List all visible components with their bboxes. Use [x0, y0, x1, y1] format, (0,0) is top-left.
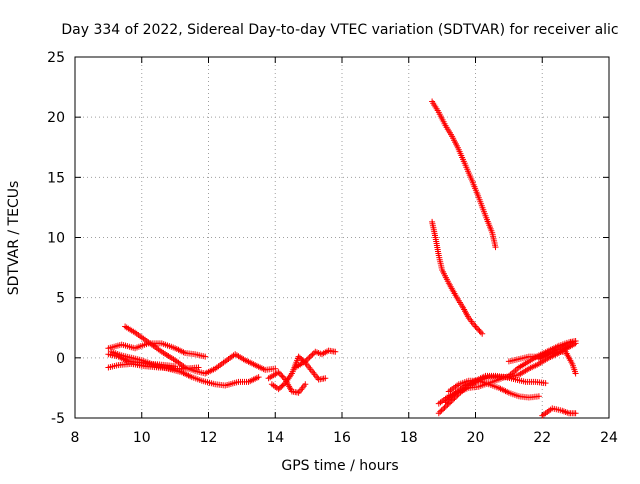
series-arc-16 — [535, 348, 579, 377]
data-point — [448, 393, 455, 400]
y-axis-label: SDTVAR / TECUs — [6, 181, 22, 296]
x-tick-label: 14 — [266, 430, 284, 446]
data-point — [442, 399, 449, 406]
series-arc-13 — [442, 372, 549, 406]
data-point — [449, 392, 456, 399]
data-point — [272, 365, 279, 372]
series-arc-14 — [445, 377, 542, 401]
data-point — [569, 339, 576, 346]
data-point — [275, 369, 282, 376]
data-point — [441, 404, 448, 411]
data-point — [572, 338, 579, 344]
data-point — [492, 244, 499, 251]
series-arc-2 — [122, 323, 279, 377]
series-arc-3 — [105, 340, 209, 360]
data-point — [479, 330, 486, 337]
data-point — [279, 373, 286, 380]
y-tick-label: 25 — [47, 50, 65, 66]
y-tick-label: 15 — [47, 170, 65, 186]
series-arc-10 — [429, 218, 486, 337]
data-point — [172, 363, 179, 370]
data-point — [202, 353, 209, 360]
x-axis-label: GPS time / hours — [281, 458, 398, 474]
y-tick-label: 0 — [56, 351, 65, 367]
data-point — [278, 372, 285, 379]
data-point — [542, 380, 549, 387]
axis-ticks: 8 10 12 14 16 18 20 22 24 -5 0 5 10 15 20 25 — [47, 50, 618, 446]
series-arc-5 — [108, 348, 179, 370]
x-tick-label: 8 — [71, 430, 80, 446]
series-arc-8 — [292, 347, 339, 371]
y-tick-label: 10 — [47, 231, 65, 247]
series-arc-7 — [268, 353, 329, 393]
grid — [75, 57, 609, 418]
data-point — [306, 354, 313, 361]
series-arc-4 — [105, 360, 202, 372]
data-point — [308, 352, 314, 359]
data-point — [440, 406, 447, 413]
data-marks — [105, 98, 579, 419]
data-point — [332, 348, 339, 355]
data-point — [572, 370, 579, 377]
x-tick-label: 20 — [467, 430, 485, 446]
data-point — [303, 357, 310, 364]
data-point — [473, 325, 480, 331]
data-point — [437, 408, 444, 415]
data-point — [302, 358, 309, 365]
chart-title: Day 334 of 2022, Sidereal Day-to-day VTE… — [61, 22, 618, 38]
data-point — [572, 410, 579, 417]
data-point — [443, 398, 450, 404]
x-tick-label: 22 — [533, 430, 551, 446]
x-tick-label: 18 — [400, 430, 418, 446]
y-tick-label: 20 — [47, 110, 65, 126]
y-tick-label: -5 — [51, 411, 65, 427]
data-point — [446, 395, 453, 402]
x-tick-label: 10 — [133, 430, 151, 446]
data-point — [322, 375, 329, 382]
x-tick-label: 24 — [600, 430, 618, 446]
data-point — [476, 327, 483, 334]
series-arc-17 — [539, 405, 579, 419]
x-tick-label: 16 — [333, 430, 351, 446]
data-point — [255, 374, 262, 381]
series-arc-9 — [429, 98, 499, 251]
data-point — [302, 381, 309, 388]
x-tick-label: 12 — [200, 430, 218, 446]
data-point — [435, 410, 442, 417]
data-point — [535, 393, 542, 400]
y-tick-label: 5 — [56, 291, 65, 307]
data-point — [195, 364, 202, 371]
